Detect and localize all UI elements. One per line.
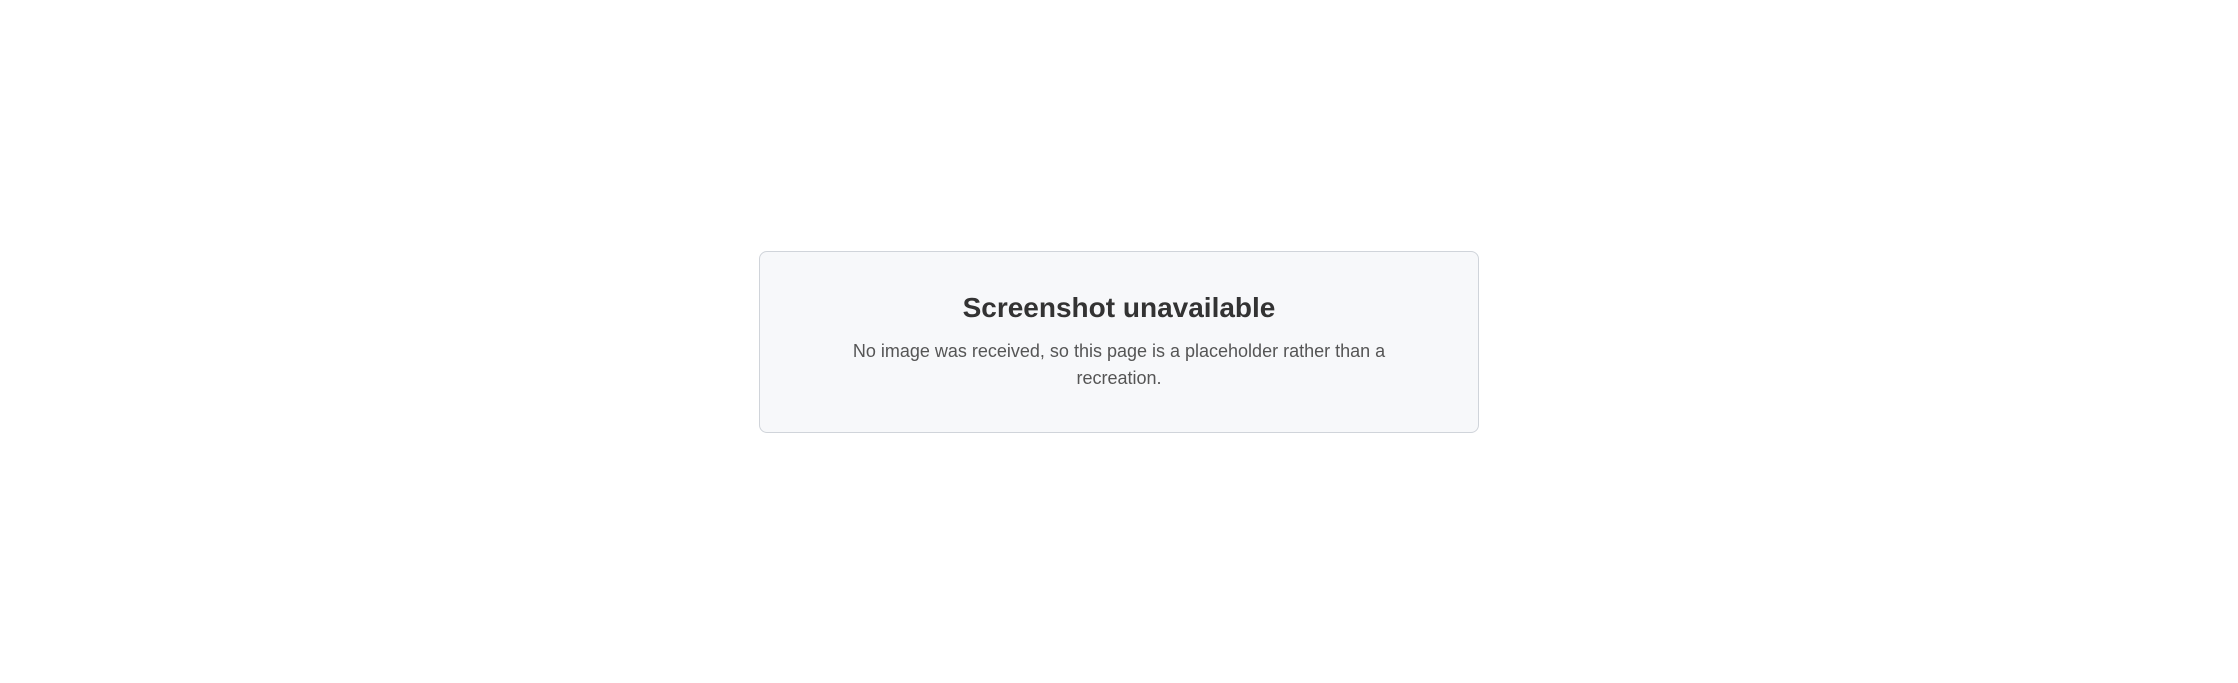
panel-note: No image was received, so this page is a… [852,340,1386,388]
placeholder-panel: Screenshot unavailable No image was rece… [759,250,1479,433]
panel-title: Screenshot unavailable [962,291,1276,323]
